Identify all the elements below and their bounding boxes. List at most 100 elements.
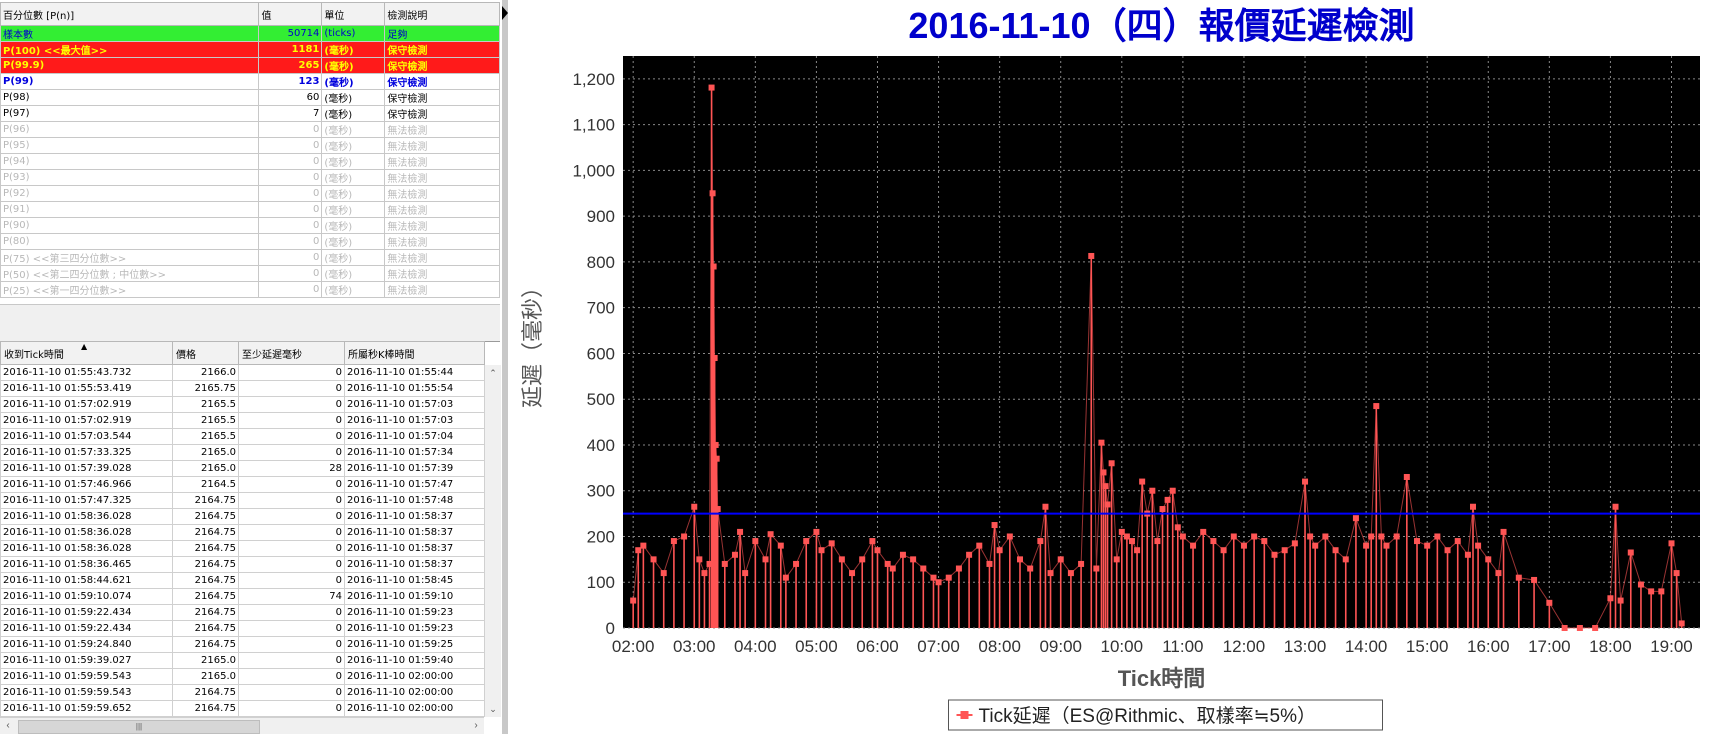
tick-row[interactable]: 2016-11-10 01:57:47.325 2164.75 0 2016-11-1… xyxy=(0,492,485,509)
sort-ascending-icon[interactable]: ▲ xyxy=(81,342,88,351)
percentile-row[interactable]: P(97) 7 (毫秒) 保守檢測 xyxy=(0,105,500,122)
percentile-row[interactable]: P(91) 0 (毫秒) 無法檢測 xyxy=(0,201,500,218)
tick-cell: 2016-11-10 01:57:33.325 xyxy=(0,444,173,461)
x-tick-label: 15:00 xyxy=(1406,637,1449,656)
tick-cell: 2016-11-10 01:57:02.919 xyxy=(0,412,173,429)
tick-row[interactable]: 2016-11-10 01:58:36.028 2164.75 0 2016-11-1… xyxy=(0,524,485,541)
tick-header-cell[interactable]: 所屬秒K棒時間 xyxy=(344,341,485,365)
tick-row[interactable]: 2016-11-10 01:59:39.027 2165.0 0 2016-11-10… xyxy=(0,652,485,669)
tick-row[interactable]: 2016-11-10 01:59:22.434 2164.75 0 2016-11-1… xyxy=(0,620,485,637)
tick-cell: 0 xyxy=(238,684,345,701)
scroll-up-icon[interactable]: ⌃ xyxy=(489,368,497,378)
tick-table-container: 收到Tick時間 ▲ 價格 至少延遲毫秒 所屬秒K棒時間 2016-11-10 01:5… xyxy=(0,341,500,717)
tick-cell: 2016-11-10 01:59:59.543 xyxy=(0,684,173,701)
percentile-desc: 無法檢測 xyxy=(384,121,500,138)
percentile-header-cell[interactable]: 單位 xyxy=(321,2,386,26)
tick-row[interactable]: 2016-11-10 01:59:59.543 2164.75 0 2016-11-1… xyxy=(0,684,485,701)
vertical-scrollbar[interactable]: ⌃ ⌄ xyxy=(484,365,501,717)
tick-cell: 2164.75 xyxy=(172,604,239,621)
tick-row[interactable]: 2016-11-10 01:57:39.028 2165.0 28 2016-11-1… xyxy=(0,460,485,477)
tick-cell: 2165.0 xyxy=(172,668,239,685)
tick-row[interactable]: 2016-11-10 01:57:02.919 2165.5 0 2016-11-10… xyxy=(0,396,485,413)
percentile-unit: (毫秒) xyxy=(321,217,386,234)
tick-row[interactable]: 2016-11-10 01:57:02.919 2165.5 0 2016-11-10… xyxy=(0,412,485,429)
tick-header-row: 收到Tick時間 ▲ 價格 至少延遲毫秒 所屬秒K棒時間 xyxy=(0,341,485,365)
percentile-desc: 保守檢測 xyxy=(384,57,500,74)
data-point xyxy=(630,597,637,604)
x-tick-label: 02:00 xyxy=(612,637,655,656)
percentile-row[interactable]: 樣本數 50714 (ticks) 足夠 xyxy=(0,25,500,42)
tick-row[interactable]: 2016-11-10 01:57:46.966 2164.5 0 2016-11-10… xyxy=(0,476,485,493)
tick-row[interactable]: 2016-11-10 01:58:36.465 2164.75 0 2016-11-1… xyxy=(0,556,485,573)
tick-row[interactable]: 2016-11-10 01:59:59.652 2164.75 0 2016-11-1… xyxy=(0,700,485,717)
tick-header-cell[interactable]: 價格 xyxy=(172,341,239,365)
tick-cell: 2016-11-10 01:59:23 xyxy=(344,604,485,621)
tick-row[interactable]: 2016-11-10 01:57:33.325 2165.0 0 2016-11-10… xyxy=(0,444,485,461)
panel-splitter[interactable] xyxy=(0,304,500,342)
tick-header-cell[interactable]: 至少延遲毫秒 xyxy=(238,341,345,365)
percentile-row[interactable]: P(96) 0 (毫秒) 無法檢測 xyxy=(0,121,500,138)
tick-cell: 2016-11-10 01:59:23 xyxy=(344,620,485,637)
tick-row[interactable]: 2016-11-10 01:58:36.028 2164.75 0 2016-11-1… xyxy=(0,540,485,557)
tick-cell: 0 xyxy=(238,508,345,525)
tick-row[interactable]: 2016-11-10 01:58:44.621 2164.75 0 2016-11-1… xyxy=(0,572,485,589)
y-tick-label: 900 xyxy=(587,207,615,226)
split-divider[interactable] xyxy=(502,0,508,734)
tick-row[interactable]: 2016-11-10 01:58:36.028 2164.75 0 2016-11-1… xyxy=(0,508,485,525)
percentile-label: P(94) xyxy=(0,153,260,170)
tick-row[interactable]: 2016-11-10 01:59:24.840 2164.75 0 2016-11-1… xyxy=(0,636,485,653)
scroll-right-icon[interactable]: › xyxy=(474,720,478,731)
percentile-desc: 保守檢測 xyxy=(384,89,500,106)
scroll-left-icon[interactable]: ‹ xyxy=(6,720,10,731)
tick-row[interactable]: 2016-11-10 01:55:53.419 2165.75 0 2016-11-1… xyxy=(0,380,485,397)
tick-cell: 2016-11-10 01:58:36.028 xyxy=(0,540,173,557)
percentile-desc: 無法檢測 xyxy=(384,185,500,202)
tick-cell: 2016-11-10 01:59:59.652 xyxy=(0,700,173,717)
tick-header-cell[interactable]: 收到Tick時間 ▲ xyxy=(0,341,173,365)
scroll-thumb[interactable]: ||| xyxy=(18,720,260,734)
tick-cell: 2164.75 xyxy=(172,636,239,653)
horizontal-scrollbar[interactable]: ‹ ||| › xyxy=(0,717,484,734)
percentile-row[interactable]: P(90) 0 (毫秒) 無法檢測 xyxy=(0,217,500,234)
percentile-row[interactable]: P(93) 0 (毫秒) 無法檢測 xyxy=(0,169,500,186)
tick-cell: 2016-11-10 01:59:10.074 xyxy=(0,588,173,605)
percentile-desc: 無法檢測 xyxy=(384,281,500,298)
percentile-row[interactable]: P(75) <<第三四分位數>> 0 (毫秒) 無法檢測 xyxy=(0,249,500,266)
percentile-row[interactable]: P(80) 0 (毫秒) 無法檢測 xyxy=(0,233,500,250)
tick-cell: 2165.75 xyxy=(172,380,239,397)
data-point xyxy=(1373,403,1380,410)
x-tick-label: 07:00 xyxy=(917,637,960,656)
tick-cell: 2165.5 xyxy=(172,428,239,445)
tick-cell: 2164.75 xyxy=(172,620,239,637)
percentile-header-cell[interactable]: 檢測說明 xyxy=(384,2,500,26)
scroll-down-icon[interactable]: ⌄ xyxy=(489,704,497,714)
percentile-desc: 保守檢測 xyxy=(384,41,500,58)
percentile-label: P(75) <<第三四分位數>> xyxy=(0,249,260,266)
tick-row[interactable]: 2016-11-10 01:55:43.732 2166.0 0 2016-11-10… xyxy=(0,364,485,381)
percentile-row[interactable]: P(94) 0 (毫秒) 無法檢測 xyxy=(0,153,500,170)
tick-cell: 2164.75 xyxy=(172,684,239,701)
percentile-value: 0 xyxy=(258,281,323,298)
percentile-row[interactable]: P(98) 60 (毫秒) 保守檢測 xyxy=(0,89,500,106)
tick-row[interactable]: 2016-11-10 01:57:03.544 2165.5 0 2016-11-10… xyxy=(0,428,485,445)
percentile-unit: (ticks) xyxy=(321,25,386,42)
x-tick-label: 04:00 xyxy=(734,637,777,656)
collapse-arrow-icon[interactable] xyxy=(502,6,508,20)
percentile-row[interactable]: P(25) <<第一四分位數>> 0 (毫秒) 無法檢測 xyxy=(0,281,500,298)
latency-chart: 0 100 200 300 400 500 600 700 800 900 1,000 1,100 1,… xyxy=(520,5,1700,731)
tick-row[interactable]: 2016-11-10 01:59:10.074 2164.75 74 2016-11-… xyxy=(0,588,485,605)
percentile-row[interactable]: P(100) <<最大值>> 1181 (毫秒) 保守檢測 xyxy=(0,41,500,58)
percentile-row[interactable]: P(99) 123 (毫秒) 保守檢測 xyxy=(0,73,500,90)
percentile-row[interactable]: P(95) 0 (毫秒) 無法檢測 xyxy=(0,137,500,154)
percentile-desc: 無法檢測 xyxy=(384,233,500,250)
percentile-row[interactable]: P(99.9) 265 (毫秒) 保守檢測 xyxy=(0,57,500,74)
percentile-value: 0 xyxy=(258,185,323,202)
tick-cell: 2016-11-10 01:58:37 xyxy=(344,508,485,525)
percentile-header-cell[interactable]: 百分位數 [P(n)] xyxy=(0,2,260,26)
percentile-header-cell[interactable]: 值 xyxy=(258,2,323,26)
tick-row[interactable]: 2016-11-10 01:59:59.543 2165.0 0 2016-11-10… xyxy=(0,668,485,685)
percentile-row[interactable]: P(92) 0 (毫秒) 無法檢測 xyxy=(0,185,500,202)
x-tick-label: 08:00 xyxy=(978,637,1021,656)
percentile-row[interactable]: P(50) <<第二四分位數 ; 中位數>> 0 (毫秒) 無法檢測 xyxy=(0,265,500,282)
tick-row[interactable]: 2016-11-10 01:59:22.434 2164.75 0 2016-11-1… xyxy=(0,604,485,621)
